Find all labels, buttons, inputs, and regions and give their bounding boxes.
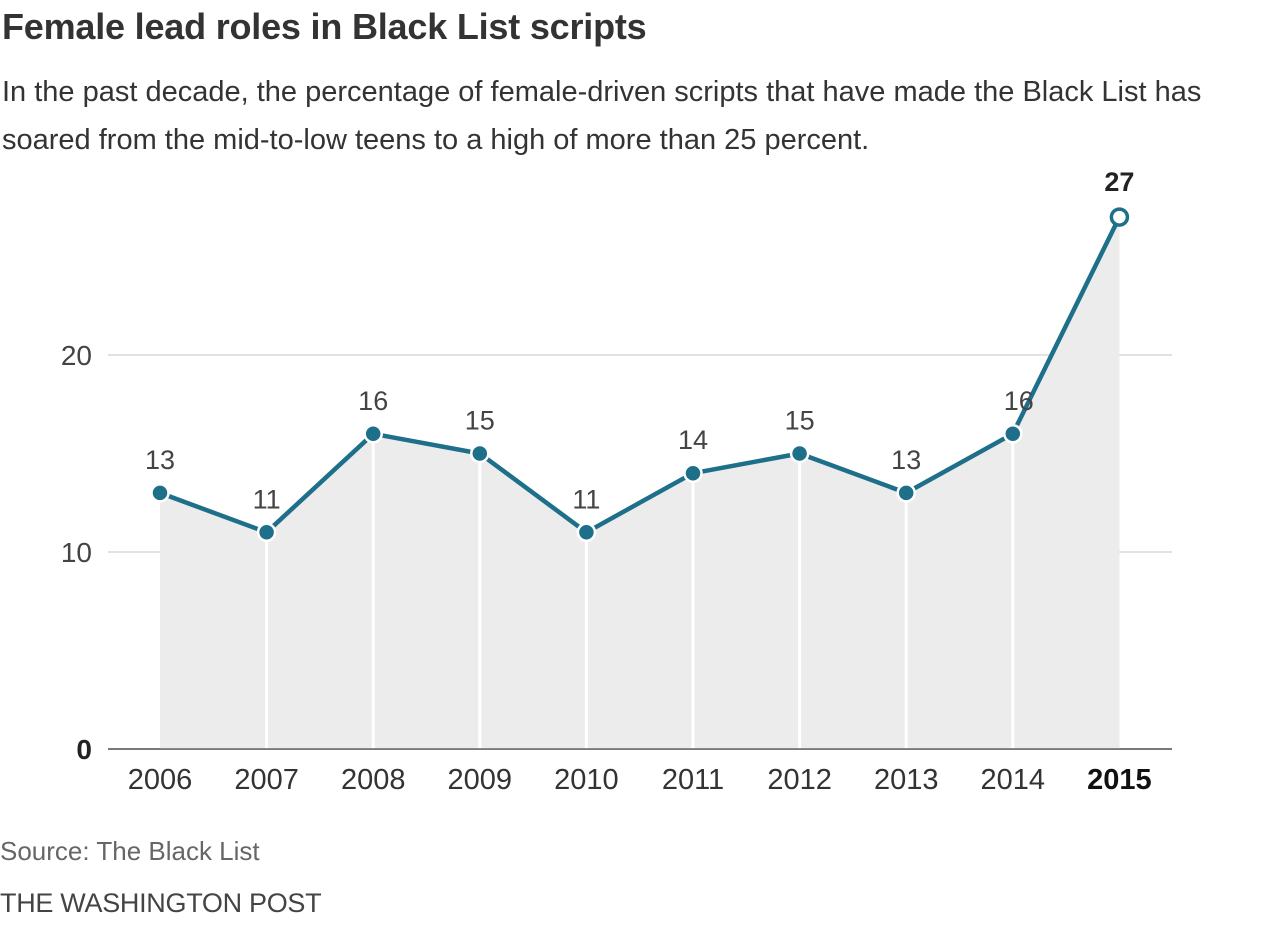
x-tick-label-2012: 2012 bbox=[767, 764, 832, 796]
x-tick-label-2015: 2015 bbox=[1087, 764, 1152, 796]
x-tick-label-2010: 2010 bbox=[554, 764, 619, 796]
x-tick-label-2006: 2006 bbox=[128, 764, 193, 796]
data-label-2015: 27 bbox=[1104, 167, 1134, 197]
chart-title: Female lead roles in Black List scripts bbox=[2, 6, 647, 47]
data-label-2014: 16 bbox=[1004, 386, 1034, 416]
x-tick-label-2009: 2009 bbox=[448, 764, 513, 796]
source-note: Source: The Black List bbox=[0, 836, 260, 866]
data-point-2011[interactable] bbox=[683, 463, 703, 483]
data-label-2008: 16 bbox=[358, 386, 388, 416]
x-tick-label-2013: 2013 bbox=[874, 764, 939, 796]
data-point-2008[interactable] bbox=[363, 424, 383, 444]
data-label-2010: 11 bbox=[572, 484, 600, 514]
data-label-2011: 14 bbox=[678, 425, 708, 455]
data-label-2013: 13 bbox=[891, 445, 921, 475]
data-point-2015[interactable] bbox=[1109, 207, 1130, 227]
data-label-2012: 15 bbox=[785, 406, 815, 436]
y-tick-label: 20 bbox=[61, 340, 92, 371]
y-tick-label: 10 bbox=[61, 537, 92, 568]
data-point-2010[interactable] bbox=[576, 522, 597, 543]
series-line bbox=[157, 214, 1122, 535]
x-tick-label-2008: 2008 bbox=[341, 764, 406, 796]
area-cover bbox=[160, 217, 1120, 750]
y-tick-label: 0 bbox=[76, 734, 92, 765]
data-label-2009: 15 bbox=[465, 406, 495, 436]
data-point-2007[interactable] bbox=[256, 522, 277, 543]
data-point-2014[interactable] bbox=[1003, 424, 1023, 444]
x-tick-label-2011: 2011 bbox=[662, 764, 724, 796]
publisher-credit: THE WASHINGTON POST bbox=[0, 888, 322, 918]
x-tick-label-2014: 2014 bbox=[981, 764, 1046, 796]
data-point-2012[interactable] bbox=[789, 443, 810, 464]
data-label-2006: 13 bbox=[145, 445, 175, 475]
chart-subtitle: In the past decade, the percentage of fe… bbox=[2, 76, 1202, 156]
data-point-2013[interactable] bbox=[896, 483, 916, 503]
data-point-2009[interactable] bbox=[470, 443, 490, 464]
data-point-2006[interactable] bbox=[150, 483, 170, 503]
x-tick-label-2007: 2007 bbox=[234, 764, 299, 796]
data-label-2007: 11 bbox=[253, 484, 281, 514]
